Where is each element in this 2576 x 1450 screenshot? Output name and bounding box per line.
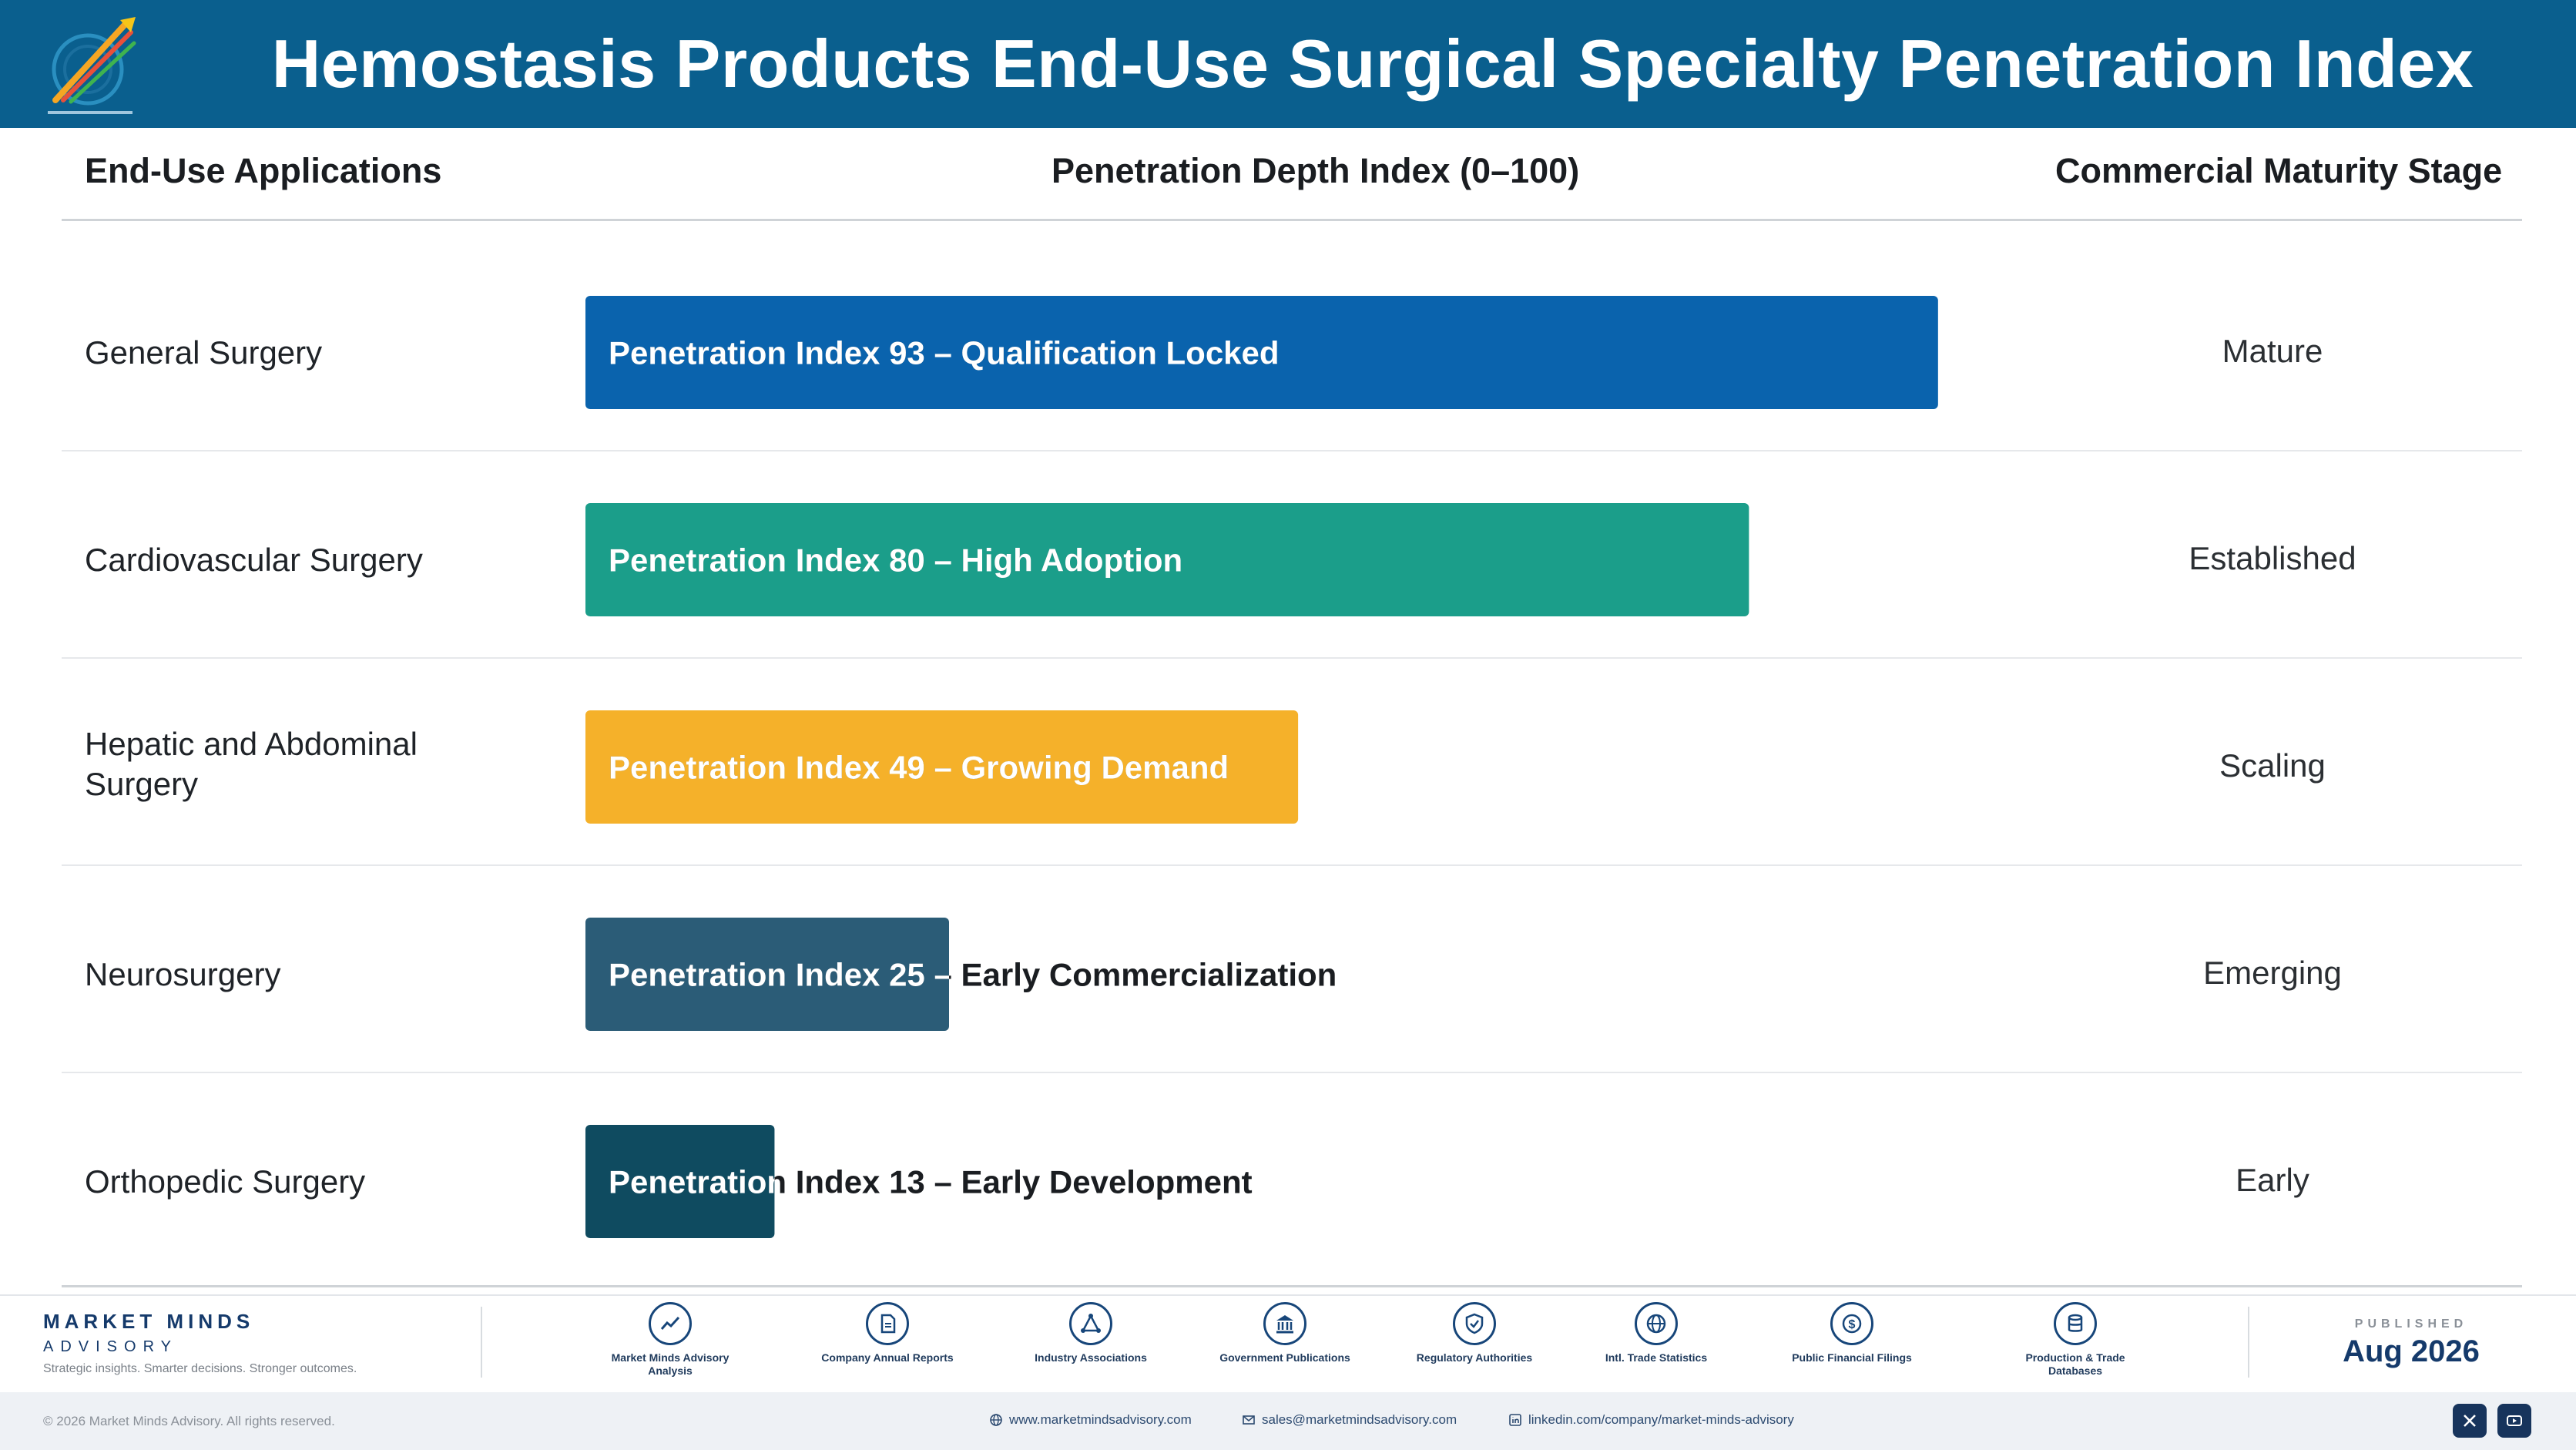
stage-label: Mature bbox=[2222, 333, 2323, 369]
page-title: Hemostasis Products End-Use Surgical Spe… bbox=[271, 25, 2474, 102]
published-date: Aug 2026 bbox=[2343, 1334, 2480, 1368]
copyright-text: © 2026 Market Minds Advisory. All rights… bbox=[43, 1414, 335, 1428]
bar-label: Penetration Index 25 – Early Commerciali… bbox=[609, 957, 1337, 993]
bar-label-overlay: Penetration Index 25 – Early Commerciali… bbox=[609, 957, 1337, 993]
mail-icon bbox=[1243, 1415, 1255, 1425]
dollar-icon: $ bbox=[1830, 1302, 1873, 1345]
row-label: Neurosurgery bbox=[85, 956, 281, 992]
row-label: General Surgery bbox=[85, 334, 323, 371]
bar-label: Penetration Index 13 – Early Development bbox=[609, 1164, 1253, 1200]
bar bbox=[585, 1125, 775, 1238]
row-divider bbox=[62, 657, 2522, 659]
bar-label: Penetration Index 80 – High Adoption bbox=[609, 542, 1182, 579]
bar-label: Penetration Index 49 – Growing Demand bbox=[609, 750, 1229, 786]
svg-text:$: $ bbox=[1849, 1318, 1856, 1331]
brand-tagline: Strategic insights. Smarter decisions. S… bbox=[43, 1362, 357, 1375]
source-item: Regulatory Authorities bbox=[1397, 1302, 1551, 1364]
bar bbox=[585, 710, 1299, 824]
document-icon bbox=[866, 1302, 909, 1345]
database-icon bbox=[2054, 1302, 2097, 1345]
table-bottom-divider bbox=[62, 1285, 2522, 1287]
stage-label: Scaling bbox=[2219, 747, 2326, 784]
row-label: Orthopedic Surgery bbox=[85, 1163, 366, 1200]
source-item: $ Public Financial Filings bbox=[1775, 1302, 1929, 1364]
header-divider bbox=[62, 219, 2522, 221]
row-divider bbox=[62, 450, 2522, 451]
column-header-stage: Commercial Maturity Stage bbox=[2055, 151, 2503, 190]
source-item: Industry Associations bbox=[1014, 1302, 1168, 1364]
globe-icon bbox=[1635, 1302, 1678, 1345]
row-divider bbox=[62, 864, 2522, 866]
bar bbox=[585, 296, 1938, 409]
linkedin-link[interactable]: linkedin.com/company/market-minds-adviso… bbox=[1508, 1412, 1794, 1428]
bar-label-overlay: Penetration Index 93 – Qualification Loc… bbox=[609, 335, 1280, 371]
bar-label-overlay: Penetration Index 13 – Early Development bbox=[609, 1164, 1253, 1200]
brand-subtitle: ADVISORY bbox=[43, 1338, 178, 1355]
brand-name: MARKET MINDS bbox=[43, 1310, 255, 1333]
network-icon bbox=[1069, 1302, 1112, 1345]
shield-icon bbox=[1453, 1302, 1496, 1345]
footer-divider bbox=[2248, 1307, 2249, 1378]
published-label: PUBLISHED bbox=[2354, 1317, 2468, 1331]
stage-label: Emerging bbox=[2203, 955, 2342, 991]
row-label: Cardiovascular Surgery bbox=[85, 542, 423, 578]
row-divider bbox=[62, 1072, 2522, 1073]
company-logo bbox=[48, 17, 136, 114]
title-bar: Hemostasis Products End-Use Surgical Spe… bbox=[0, 0, 2576, 128]
bar bbox=[585, 503, 1749, 616]
website-link[interactable]: www.marketmindsadvisory.com bbox=[989, 1412, 1192, 1428]
bank-icon bbox=[1263, 1302, 1306, 1345]
bar-label: Penetration Index 93 – Qualification Loc… bbox=[609, 335, 1280, 371]
source-item: Company Annual Reports bbox=[810, 1302, 964, 1364]
source-item: Intl. Trade Statistics bbox=[1579, 1302, 1733, 1364]
bar bbox=[585, 918, 949, 1031]
row-label: Hepatic and Abdominal Surgery bbox=[85, 726, 418, 802]
footer-divider bbox=[481, 1307, 482, 1378]
globe-icon bbox=[990, 1414, 1002, 1426]
source-item: Market Minds Advisory Analysis bbox=[593, 1302, 747, 1378]
footer-contact-bar bbox=[0, 1392, 2576, 1450]
trend-icon bbox=[649, 1302, 692, 1345]
stage-label: Established bbox=[2189, 540, 2356, 576]
bar-label-overlay: Penetration Index 80 – High Adoption bbox=[609, 542, 1182, 579]
bar-label-overlay: Penetration Index 49 – Growing Demand bbox=[609, 750, 1229, 786]
email-link[interactable]: sales@marketmindsadvisory.com bbox=[1242, 1412, 1457, 1428]
column-header-index: Penetration Depth Index (0–100) bbox=[1052, 151, 1580, 190]
source-item: Government Publications bbox=[1208, 1302, 1362, 1364]
column-header-applications: End-Use Applications bbox=[85, 151, 442, 190]
source-item: Production & Trade Databases bbox=[1998, 1302, 2152, 1378]
youtube-social-icon[interactable] bbox=[2497, 1404, 2531, 1438]
x-social-icon[interactable] bbox=[2453, 1404, 2487, 1438]
linkedin-icon bbox=[1509, 1414, 1521, 1426]
stage-label: Early bbox=[2236, 1162, 2309, 1198]
